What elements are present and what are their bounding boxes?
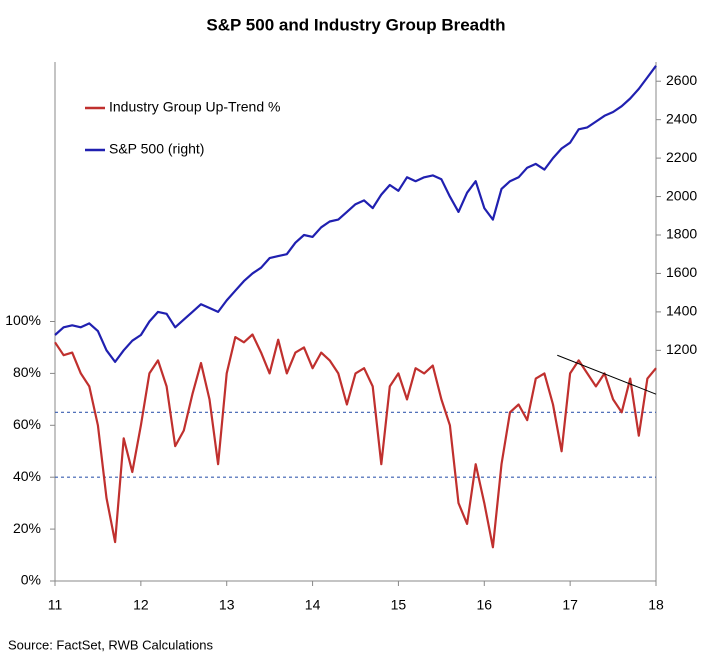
x-tick-label: 18 — [648, 597, 664, 613]
x-tick-label: 11 — [48, 597, 63, 613]
y2-tick-label: 1800 — [666, 226, 697, 242]
chart-title: S&P 500 and Industry Group Breadth — [206, 15, 505, 34]
y-tick-label: 100% — [5, 312, 41, 328]
x-tick-label: 16 — [476, 597, 492, 613]
series-line — [54, 65, 657, 363]
x-tick-label: 17 — [562, 597, 578, 613]
y-tick-label: 40% — [13, 468, 41, 484]
y2-tick-label: 1400 — [666, 303, 697, 319]
y2-tick-label: 2600 — [666, 72, 697, 88]
x-tick-label: 15 — [391, 597, 407, 613]
y2-tick-label: 2200 — [666, 149, 697, 165]
y2-tick-label: 2400 — [666, 110, 697, 126]
trend-line — [557, 354, 657, 395]
legend-label: Industry Group Up-Trend % — [109, 99, 280, 115]
series-line — [54, 333, 657, 549]
y2-tick-label: 2000 — [666, 187, 697, 203]
x-tick-label: 13 — [219, 597, 235, 613]
y-tick-label: 80% — [13, 364, 41, 380]
x-tick-label: 12 — [133, 597, 149, 613]
y-tick-label: 20% — [13, 520, 41, 536]
x-tick-label: 14 — [305, 597, 321, 613]
source-note: Source: FactSet, RWB Calculations — [8, 637, 213, 652]
legend-label: S&P 500 (right) — [109, 141, 204, 157]
y-tick-label: 60% — [13, 416, 41, 432]
y2-tick-label: 1200 — [666, 341, 697, 357]
y-tick-label: 0% — [21, 572, 41, 588]
y2-tick-label: 1600 — [666, 264, 697, 280]
